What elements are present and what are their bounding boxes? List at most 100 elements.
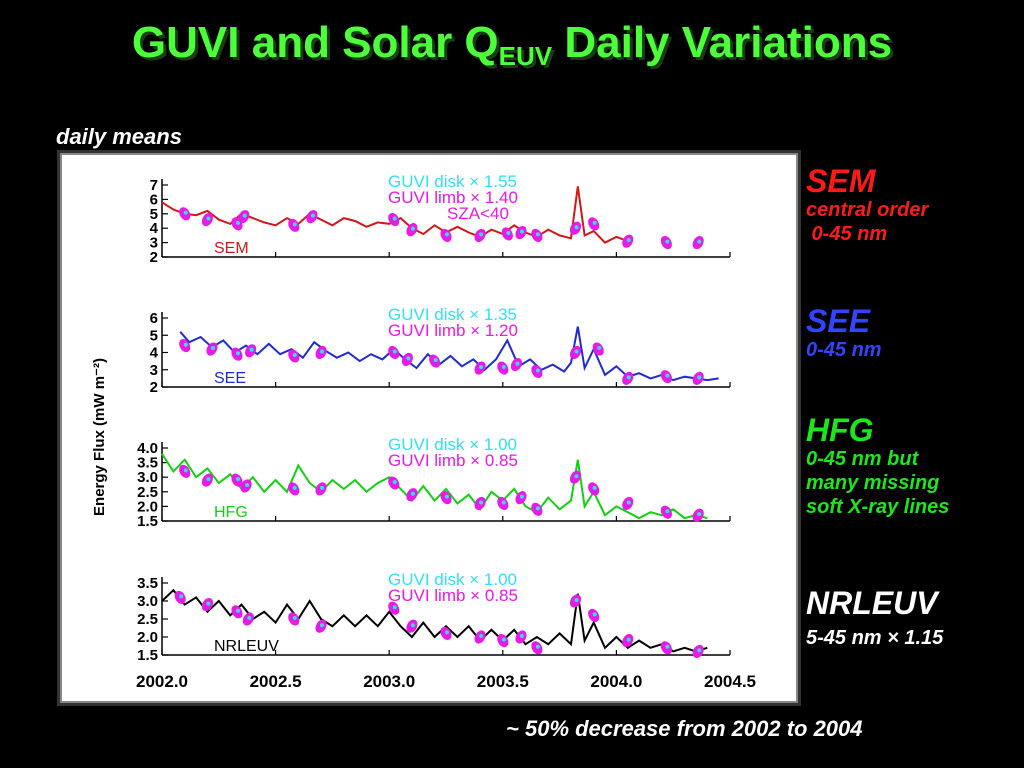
limb-label: GUVI limb × 1.40	[388, 188, 518, 207]
y-tick-label: 1.5	[137, 647, 158, 664]
sidebar-heading: SEM	[806, 163, 876, 199]
guvi-disk-point	[519, 634, 524, 638]
guvi-disk-point	[665, 509, 670, 514]
sidebar-hfg: HFG 0-45 nm but many missing soft X-ray …	[806, 413, 949, 519]
guvi-disk-point	[665, 239, 670, 244]
sidebar-heading: SEE	[806, 303, 871, 339]
guvi-disk-point	[406, 356, 411, 361]
y-tick-label: 6	[150, 191, 158, 208]
disk-label: GUVI disk × 1.00	[388, 435, 517, 454]
guvi-disk-point	[626, 238, 631, 243]
sidebar-line: soft X-ray lines	[806, 496, 950, 518]
y-tick-label: 4.0	[137, 440, 158, 457]
guvi-disk-point	[242, 213, 247, 218]
y-tick-label: 3.0	[137, 469, 158, 486]
curve-label: SEM	[214, 240, 249, 257]
guvi-disk-point	[183, 468, 188, 473]
y-tick-label: 2	[150, 379, 158, 396]
limb-label: GUVI limb × 0.85	[388, 586, 518, 605]
subtitle: daily means	[56, 124, 182, 149]
guvi-disk-point	[501, 637, 506, 642]
guvi-disk-point	[433, 358, 438, 363]
y-tick-label: 4	[150, 345, 159, 362]
x-tick-label: 2002.5	[250, 672, 302, 691]
guvi-disk-point	[320, 349, 325, 354]
guvi-disk-point	[235, 220, 240, 225]
guvi-disk-point	[410, 623, 415, 628]
y-tick-label: 3.5	[137, 575, 158, 592]
footer-text: 50% decrease from 2002 to 2004	[518, 716, 863, 741]
guvi-disk-point	[479, 634, 484, 638]
sidebar-line: 5-45 nm × 1.15	[806, 627, 944, 649]
guvi-disk-point	[249, 347, 254, 352]
y-tick-label: 3.0	[137, 593, 158, 610]
curve-label: NRLEUV	[214, 638, 279, 655]
guvi-disk-point	[574, 598, 579, 602]
x-tick-label: 2004.0	[590, 672, 642, 691]
guvi-disk-point	[320, 623, 325, 628]
guvi-disk-point	[235, 477, 240, 482]
guvi-disk-point	[506, 230, 511, 235]
guvi-disk-point	[445, 630, 449, 635]
sza-label: SZA<40	[447, 204, 509, 223]
guvi-disk-point	[245, 482, 250, 487]
guvi-disk-point	[183, 342, 188, 347]
guvi-disk-point	[519, 494, 524, 499]
guvi-disk-point	[410, 226, 415, 231]
guvi-disk-point	[535, 232, 540, 237]
guvi-disk-point	[392, 480, 397, 485]
guvi-disk-point	[592, 220, 597, 225]
guvi-disk-point	[479, 232, 484, 237]
y-tick-label: 5	[150, 206, 158, 223]
sidebar-see: SEE 0-45 nm	[806, 304, 882, 362]
x-tick-label: 2003.0	[363, 672, 415, 691]
guvi-disk-point	[310, 213, 315, 218]
guvi-disk-point	[292, 485, 297, 490]
curve-label: SEE	[214, 370, 246, 387]
guvi-disk-point	[392, 349, 397, 354]
guvi-disk-point	[535, 644, 540, 649]
y-tick-label: 7	[150, 177, 158, 194]
y-tick-label: 5	[150, 327, 158, 344]
guvi-disk-point	[292, 616, 297, 620]
y-tick-label: 2.0	[137, 498, 158, 515]
y-tick-label: 3	[150, 235, 158, 252]
guvi-disk-point	[179, 594, 184, 599]
guvi-disk-point	[206, 601, 211, 606]
y-tick-label: 2.5	[137, 484, 158, 501]
y-tick-label: 3.5	[137, 455, 158, 472]
guvi-disk-point	[597, 346, 602, 351]
y-axis-title: Energy Flux (mW m⁻²)	[91, 358, 108, 516]
guvi-disk-point	[183, 210, 188, 215]
x-tick-label: 2003.5	[477, 672, 529, 691]
y-tick-label: 6	[150, 310, 158, 327]
series-line-hfg	[161, 453, 708, 520]
guvi-disk-point	[574, 474, 579, 479]
sidebar-line: 0-45 nm	[806, 223, 888, 245]
disk-label: GUVI disk × 1.55	[388, 172, 517, 191]
disk-label: GUVI disk × 1.00	[388, 570, 517, 589]
sidebar-heading: NRLEUV	[806, 585, 938, 621]
guvi-disk-point	[592, 612, 597, 617]
sidebar-line: 0-45 nm but	[806, 448, 919, 470]
guvi-disk-point	[206, 216, 211, 221]
series-line-nrleuv	[161, 588, 708, 653]
y-tick-label: 4	[150, 220, 159, 237]
guvi-disk-point	[626, 375, 631, 380]
y-tick-label: 1.5	[137, 513, 158, 530]
sidebar-heading: HFG	[806, 412, 874, 448]
guvi-disk-point	[445, 494, 449, 499]
guvi-disk-point	[206, 477, 211, 482]
guvi-disk-point	[665, 644, 670, 649]
sidebar-sem: SEM central order 0-45 nm	[806, 164, 928, 246]
guvi-disk-point	[392, 605, 397, 610]
guvi-disk-point	[392, 216, 397, 221]
chart-frame: Energy Flux (mW m⁻²) 2 3 4 5 6 7 GUVI disk × 1.…	[60, 153, 798, 703]
sidebar-line: central order	[806, 199, 929, 221]
guvi-disk-point	[697, 648, 702, 653]
guvi-disk-point	[501, 500, 506, 505]
